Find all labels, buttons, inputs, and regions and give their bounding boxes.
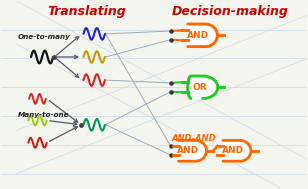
Text: Translating: Translating <box>47 5 126 18</box>
Polygon shape <box>188 76 218 98</box>
Text: AND: AND <box>177 146 200 155</box>
Text: Many-to-one: Many-to-one <box>18 112 69 118</box>
Text: One-to-many: One-to-many <box>18 34 71 40</box>
Polygon shape <box>223 140 251 161</box>
Polygon shape <box>188 24 217 46</box>
Text: AND: AND <box>187 31 209 40</box>
Text: Decision-making: Decision-making <box>172 5 289 18</box>
Text: AND-AND: AND-AND <box>172 134 216 143</box>
Text: AND: AND <box>222 146 244 155</box>
Text: OR: OR <box>192 83 207 92</box>
Polygon shape <box>179 140 206 161</box>
